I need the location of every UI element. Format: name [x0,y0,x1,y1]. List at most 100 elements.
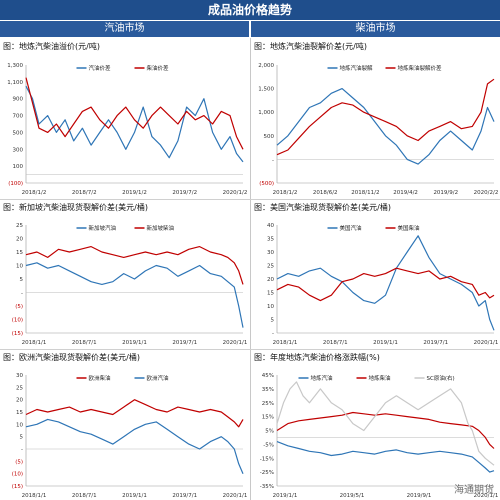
chart-refinery-spread: 1,300 1,100 900 700 500 300 100 (100) 2018/1/2 20… [7,63,247,196]
y-tick-label: (5) [15,459,23,465]
y-tick-label: 25% [262,401,274,407]
row-divider [0,349,500,350]
y-tick-label: (15) [12,331,23,337]
chart-title: 图：欧洲汽柴油现货裂解价差(美元/桶) [3,353,140,362]
series-line [276,78,495,156]
x-tick-label: 2018/1/2 [273,190,298,196]
y-tick-label: 1,100 [7,80,23,86]
x-tick-label: 2019/9/2 [433,190,458,196]
chart-europe-crack: 30 25 20 15 10 5 - (5) (10) (15) 2018/1/1 2018/7/1 2… [12,373,248,499]
section-diesel: 柴油市场 [251,21,500,37]
x-tick-label: 2019/7/2 [172,190,197,196]
y-tick-label: 30 [267,250,274,256]
legend-label: 地炼汽油裂解 [340,64,374,72]
y-tick-label: 35 [267,237,274,243]
y-tick-label: 900 [13,97,24,103]
x-tick-label: 2020/1/1 [474,340,499,346]
y-tick-label: (5) [15,304,23,310]
x-tick-label: 2020/1/1 [223,493,248,499]
chart-title: 图：地炼汽柴油裂解价差(元/吨) [254,42,367,51]
y-tick-label: -35% [260,484,274,490]
y-tick-label: (10) [12,472,23,478]
series-line [25,85,244,163]
x-tick-label: 2019/7/1 [172,493,197,499]
legend-label: 欧洲柴油 [89,374,112,382]
y-tick-label: 15% [262,415,274,421]
y-tick-label: 10 [16,264,23,270]
y-tick-label: 1,300 [7,63,23,69]
x-tick-label: 2019/1/1 [122,340,147,346]
legend-label: 美国汽油 [340,224,363,232]
y-tick-label: 300 [13,147,24,153]
x-tick-label: 2019/1/1 [373,340,398,346]
row-divider [0,199,500,200]
y-tick-label: 35% [262,387,274,393]
chart-title: 图：年度地炼汽柴油价格涨跌幅(%) [254,353,380,362]
series-line [25,246,244,285]
x-tick-label: 2018/1/1 [22,340,47,346]
y-tick-label: 25 [267,264,274,270]
series-line [276,411,495,449]
watermark: 海通期货 [454,485,494,496]
x-tick-label: 2020/1/1 [474,493,499,499]
y-tick-label: 100 [13,164,24,170]
y-tick-label: - [272,157,274,163]
y-tick-label: - [21,447,23,453]
x-tick-label: 2018/7/1 [323,340,348,346]
y-tick-label: 5 [271,318,275,324]
legend-label: 地炼汽油 [311,374,334,382]
legend-label: SC原油(右) [427,374,455,382]
x-tick-label: 2018/7/1 [72,340,97,346]
legend-label: 地炼柴油裂解价差 [398,64,443,72]
x-tick-label: 2018/11/2 [351,190,379,196]
y-tick-label: 10 [16,422,23,428]
y-tick-label: 10 [267,304,274,310]
x-tick-label: 2019/1/1 [122,493,147,499]
x-tick-label: 2018/1/2 [22,190,47,196]
x-tick-label: 2019/9/1 [407,493,432,499]
x-tick-label: 2019/1/2 [122,190,147,196]
y-tick-label: 1,000 [258,110,274,116]
y-tick-label: 20 [16,398,23,404]
y-tick-label: 20 [267,277,274,283]
x-tick-label: 2020/1/1 [223,340,248,346]
legend-label: 新加坡汽油 [89,224,117,232]
series-line [276,88,495,165]
y-tick-label: (500) [259,181,274,187]
chart-title: 图：美国汽柴油现货裂解价差(美元/桶) [254,203,391,212]
y-tick-label: 25 [16,385,23,391]
y-tick-label: (15) [12,484,23,490]
y-tick-label: 5% [265,429,274,435]
y-tick-label: -5% [263,442,274,448]
x-tick-label: 2018/1/1 [22,493,47,499]
page-title: 成品油价格趋势 [0,0,500,20]
y-tick-label: 5 [20,435,24,441]
y-tick-label: 45% [262,373,274,379]
y-tick-label: (10) [12,318,23,324]
x-tick-label: 2019/4/2 [393,190,418,196]
x-tick-label: 2019/5/1 [340,493,365,499]
y-tick-label: 1,500 [258,87,274,93]
series-line [25,262,244,328]
x-tick-label: 2019/7/1 [423,340,448,346]
chart-singapore-crack: 25 20 15 10 5 - (5) (10) (15) 2018/1/1 2018/7/1 201… [12,223,248,346]
y-tick-label: 700 [13,114,24,120]
y-tick-label: 15 [16,410,23,416]
y-tick-label: - [21,291,23,297]
y-tick-label: -15% [260,456,274,462]
y-tick-label: 15 [16,250,23,256]
chart-us-crack: 40 35 30 25 20 15 10 5 - 2018/1/1 2018/7/1 2019/1/1… [267,223,499,346]
legend-label: 美国柴油 [398,224,421,232]
series-line [25,77,244,150]
series-line [276,267,495,302]
y-tick-label: 2,000 [258,63,274,69]
chart-title: 图：新加坡汽柴油现货裂解价差(美元/桶) [3,203,148,212]
y-tick-label: 15 [267,291,274,297]
x-tick-label: 2018/1/1 [273,340,298,346]
legend-label: 新加坡柴油 [147,224,175,232]
series-line [25,399,244,428]
legend-label: 欧洲汽油 [147,374,170,382]
y-tick-label: 20 [16,237,23,243]
x-tick-label: 2020/2/2 [474,190,499,196]
